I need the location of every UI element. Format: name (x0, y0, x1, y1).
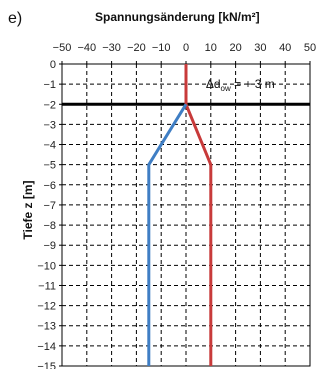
x-tick-label-0: −50 (53, 42, 72, 54)
y-tick-label-12: −12 (37, 301, 56, 313)
x-tick-label-7: 20 (229, 42, 241, 54)
y-tick-label-15: −15 (37, 361, 56, 369)
x-tick-label-1: −40 (77, 42, 96, 54)
panel-label: e) (8, 10, 23, 27)
x-tick-label-3: −20 (127, 42, 146, 54)
y-tick-label-3: −3 (43, 119, 56, 131)
y-tick-label-4: −4 (43, 140, 56, 152)
y-tick-label-5: −5 (43, 160, 56, 172)
y-tick-label-14: −14 (37, 341, 56, 353)
x-tick-label-10: 50 (304, 42, 316, 54)
y-tick-label-7: −7 (43, 200, 56, 212)
series-line-1 (147, 103, 188, 366)
x-tick-label-5: 0 (183, 42, 189, 54)
y-tick-label-0: 0 (50, 59, 56, 71)
series-line-0 (184, 64, 213, 366)
annotation-rest: = + 3 m (231, 77, 275, 91)
chart-title: Spannungsänderung [kN/m²] (95, 10, 260, 24)
x-tick-label-8: 30 (254, 42, 266, 54)
y-tick-label-13: −13 (37, 321, 56, 333)
x-tick-label-9: 40 (279, 42, 291, 54)
x-tick-label-4: −10 (152, 42, 171, 54)
x-tick-label-6: 10 (205, 42, 217, 54)
y-tick-label-9: −9 (43, 240, 56, 252)
y-tick-label-10: −10 (37, 260, 56, 272)
y-tick-label-8: −8 (43, 220, 56, 232)
y-tick-label-6: −6 (43, 180, 56, 192)
y-tick-label-11: −11 (38, 280, 56, 292)
y-tick-label-1: −1 (43, 79, 56, 91)
annotation-label: Δdow = + 3 m (206, 77, 275, 93)
annotation-subscript: ow (221, 84, 231, 93)
y-tick-label-2: −2 (43, 99, 56, 111)
annotation-main: Δd (206, 77, 221, 91)
x-tick-label-2: −30 (102, 42, 121, 54)
